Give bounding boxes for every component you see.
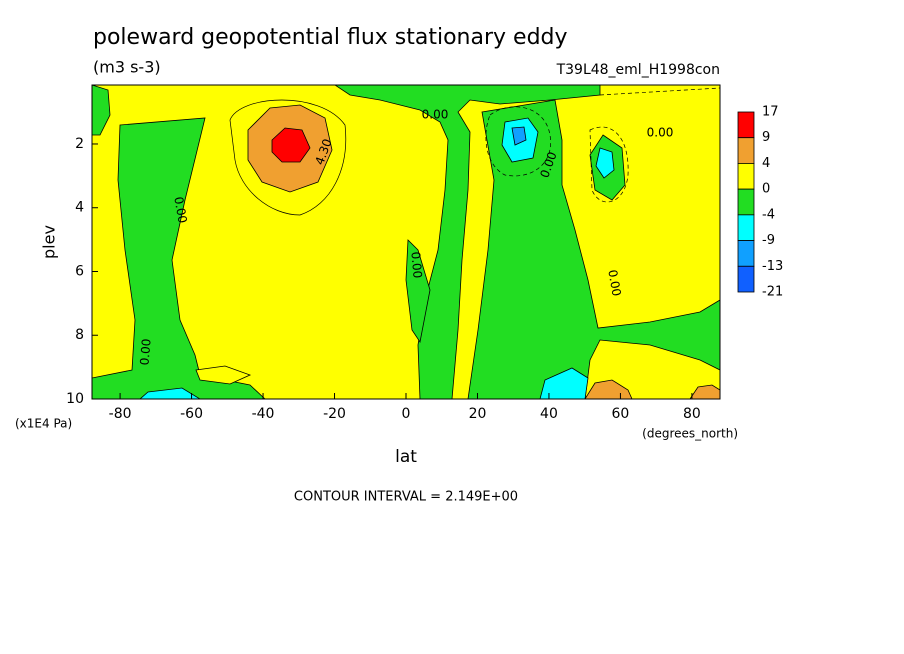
y-tick-label: 6 <box>75 263 84 279</box>
y-tick-label: 8 <box>75 327 84 343</box>
colorbar-swatch <box>737 163 755 190</box>
colorbar-label: 0 <box>762 182 770 197</box>
colorbar-swatch <box>737 188 755 216</box>
colorbar-label: -9 <box>762 233 775 248</box>
y-axis-title: plev <box>40 225 59 259</box>
contour-line <box>589 126 629 203</box>
field-region <box>539 367 589 399</box>
colorbar-label: -13 <box>762 259 783 274</box>
colorbar-label: 9 <box>762 130 770 145</box>
colorbar-swatch <box>737 111 755 139</box>
colorbar-swatch <box>737 137 755 164</box>
x-tick-label: -80 <box>109 406 132 422</box>
contour-line <box>485 106 551 177</box>
field-region <box>334 85 601 399</box>
dataset-label: T39L48_eml_H1998con <box>556 62 720 78</box>
field-region <box>689 384 720 399</box>
contour-note: CONTOUR INTERVAL = 2.149E+00 <box>294 490 518 505</box>
contour-label: 0.00 <box>408 251 424 279</box>
contour-label: 0.00 <box>137 338 153 366</box>
field-region <box>405 239 431 344</box>
x-tick-label: 60 <box>612 406 630 422</box>
colorbar-swatch <box>737 265 755 293</box>
contour-line <box>229 99 347 216</box>
colorbar-label: -21 <box>762 285 783 300</box>
chart-subtitle: (m3 s-3) <box>93 58 161 77</box>
x-tick-label: 40 <box>540 406 558 422</box>
y-tick-label: 2 <box>75 136 84 152</box>
field-region <box>271 127 311 163</box>
field-region <box>92 117 266 399</box>
y-tick-label: 4 <box>75 200 84 216</box>
field-region <box>511 126 527 146</box>
field-region <box>195 365 252 385</box>
x-tick-label: -20 <box>323 406 346 422</box>
contour-label: 0.00 <box>647 126 674 140</box>
x-axis-title: lat <box>395 447 417 467</box>
contour-label: 0.00 <box>171 196 189 225</box>
field-region <box>92 85 111 136</box>
y-units: (x1E4 Pa) <box>15 417 72 431</box>
y-tick-label: 10 <box>66 391 84 407</box>
x-tick-label: 0 <box>402 406 411 422</box>
colorbar-swatch <box>737 240 755 267</box>
x-tick-label: 20 <box>469 406 487 422</box>
colorbar-label: 17 <box>762 105 779 120</box>
field: 0.000.000.000.000.000.000.004.30 <box>92 85 720 399</box>
contour-label: 0.00 <box>605 269 623 298</box>
contour-label: 0.00 <box>422 108 449 122</box>
x-tick-label: -40 <box>252 406 275 422</box>
colorbar-swatch <box>737 214 755 241</box>
field-region <box>595 147 615 179</box>
field-region <box>467 99 720 399</box>
contour-line <box>599 87 720 96</box>
colorbar-label: -4 <box>762 207 775 222</box>
chart-title: poleward geopotential flux stationary ed… <box>93 25 568 50</box>
colorbar-label: 4 <box>762 156 770 171</box>
x-tick-label: 80 <box>683 406 701 422</box>
x-units: (degrees_north) <box>642 427 738 441</box>
x-tick-label: -60 <box>180 406 203 422</box>
field-region <box>139 387 201 399</box>
